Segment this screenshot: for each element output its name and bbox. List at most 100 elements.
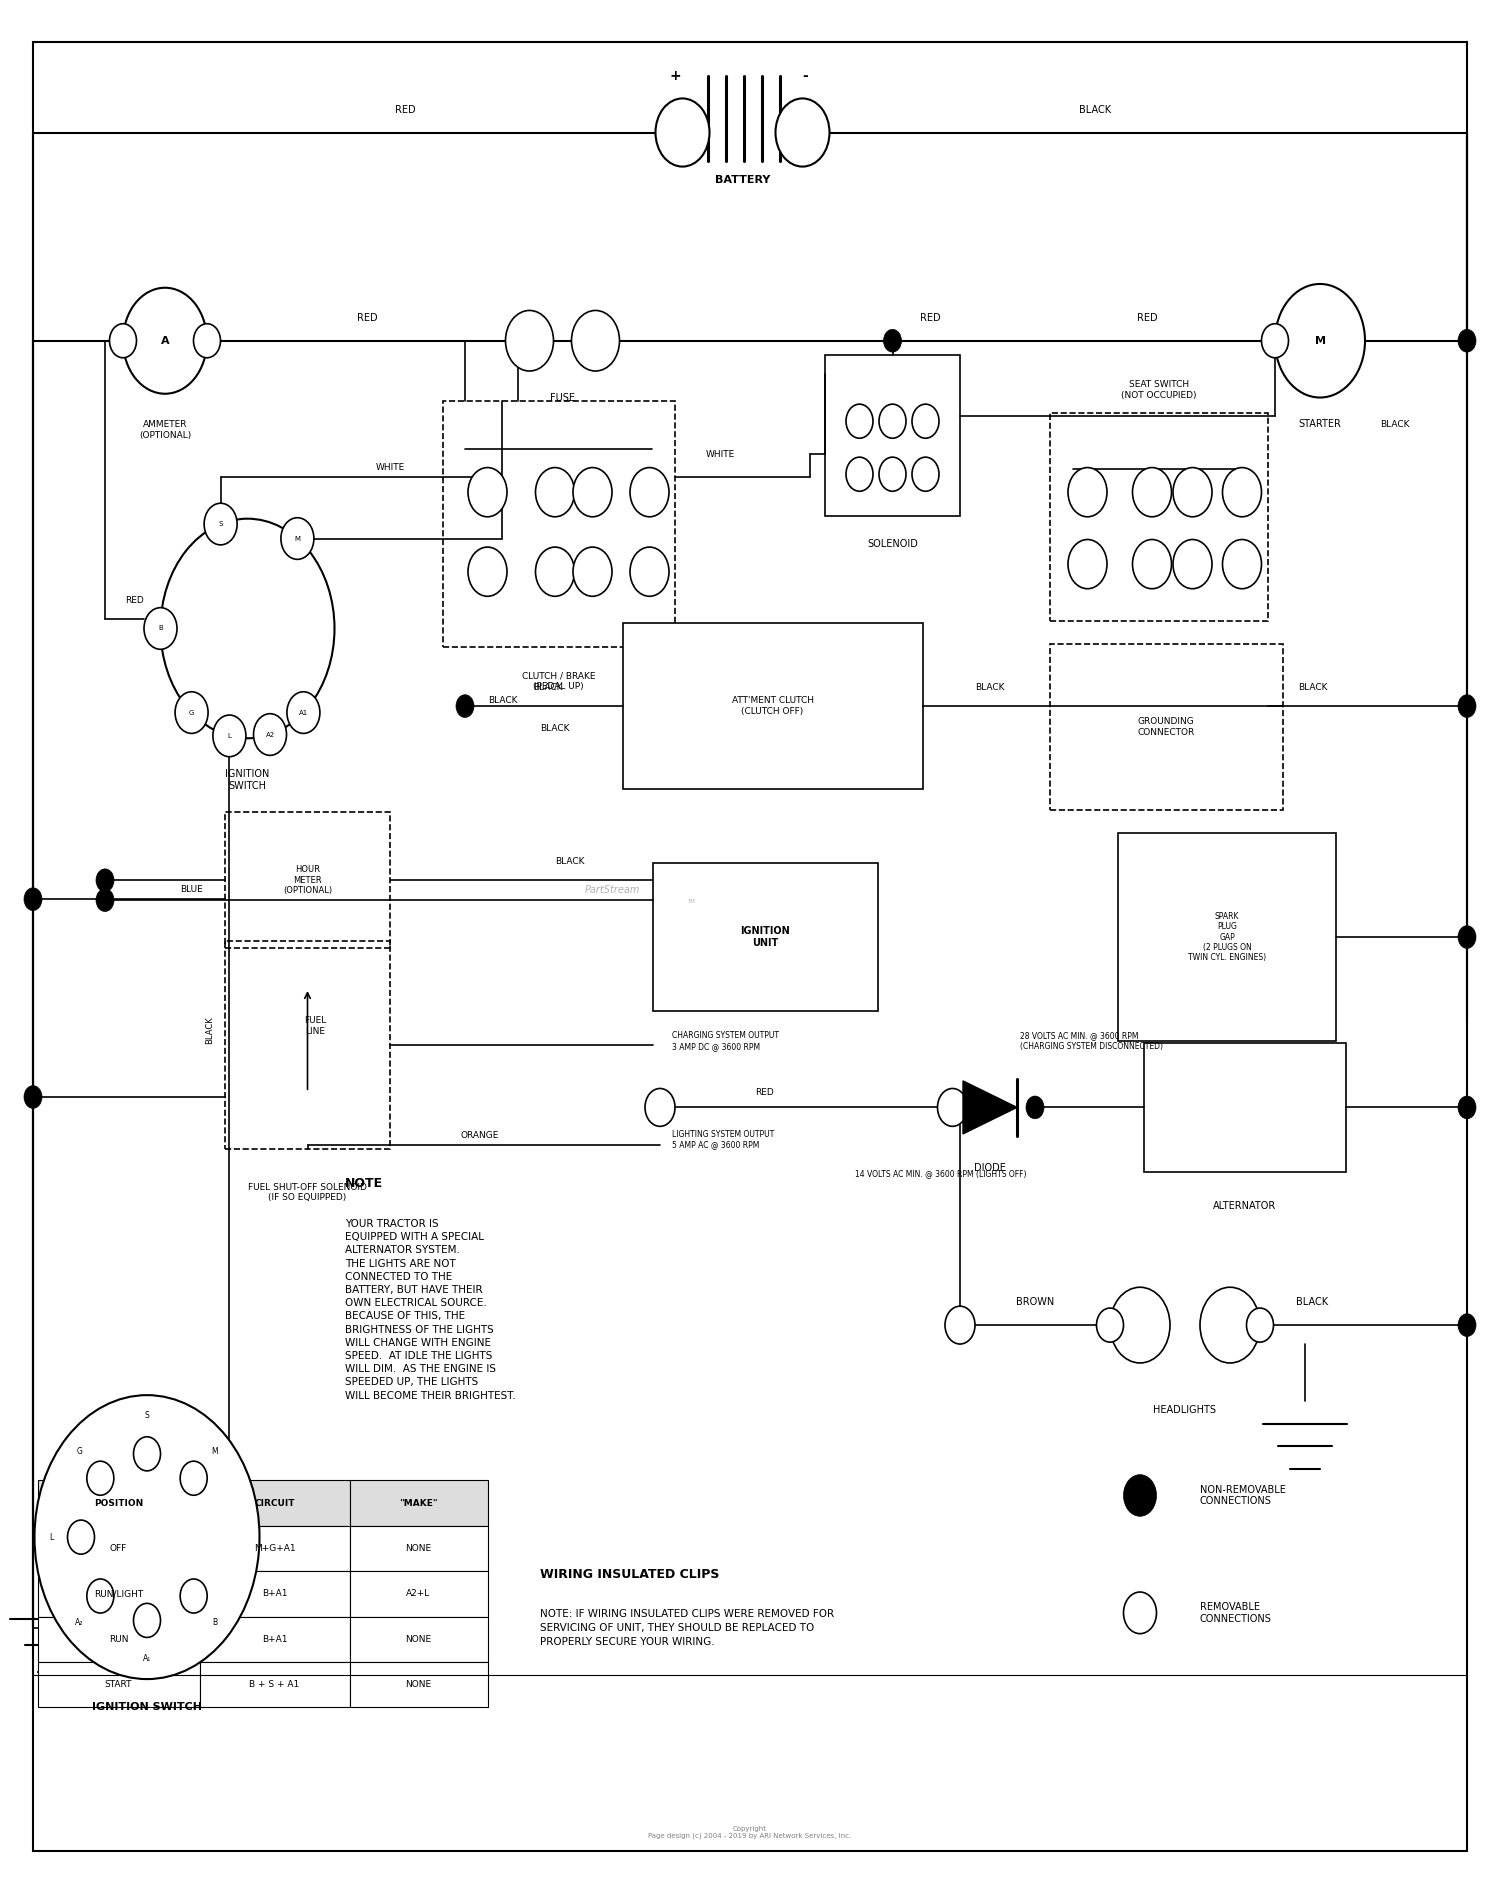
Text: RED: RED bbox=[126, 596, 144, 604]
Circle shape bbox=[846, 403, 873, 437]
Text: CIRCUIT: CIRCUIT bbox=[254, 1499, 294, 1507]
Circle shape bbox=[1222, 468, 1262, 517]
Circle shape bbox=[34, 1395, 260, 1679]
Circle shape bbox=[572, 310, 620, 371]
Text: BLACK: BLACK bbox=[1380, 420, 1410, 428]
Circle shape bbox=[468, 547, 507, 596]
Bar bbox=[442, 401, 675, 647]
Text: -: - bbox=[802, 68, 808, 83]
Text: BLACK: BLACK bbox=[555, 858, 585, 865]
Text: PartStream: PartStream bbox=[585, 884, 640, 895]
Text: RED: RED bbox=[357, 312, 378, 324]
Text: 28 VOLTS AC MIN. @ 3600 RPM
(CHARGING SYSTEM DISCONNECTED): 28 VOLTS AC MIN. @ 3600 RPM (CHARGING SY… bbox=[1020, 1032, 1162, 1051]
Text: LIGHTING SYSTEM OUTPUT
5 AMP AC @ 3600 RPM: LIGHTING SYSTEM OUTPUT 5 AMP AC @ 3600 R… bbox=[672, 1130, 774, 1149]
Text: Copyright
Page design (c) 2004 - 2019 by ARI Network Services, Inc.: Copyright Page design (c) 2004 - 2019 by… bbox=[648, 1825, 852, 1840]
Text: M: M bbox=[211, 1446, 217, 1456]
Text: SPARK
PLUG
GAP
(2 PLUGS ON
TWIN CYL. ENGINES): SPARK PLUG GAP (2 PLUGS ON TWIN CYL. ENG… bbox=[1188, 912, 1266, 962]
Circle shape bbox=[1132, 468, 1172, 517]
Text: STARTER: STARTER bbox=[1299, 418, 1341, 430]
Bar bbox=[200, 1526, 350, 1571]
Text: CHARGING SYSTEM OUTPUT
3 AMP DC @ 3600 RPM: CHARGING SYSTEM OUTPUT 3 AMP DC @ 3600 R… bbox=[672, 1032, 778, 1051]
Bar bbox=[652, 863, 878, 1011]
Circle shape bbox=[1458, 1096, 1476, 1119]
Bar bbox=[350, 1617, 488, 1662]
Circle shape bbox=[884, 329, 902, 352]
Circle shape bbox=[536, 547, 574, 596]
Text: BLUE: BLUE bbox=[180, 886, 203, 893]
Text: BATTERY: BATTERY bbox=[716, 174, 770, 186]
Bar bbox=[350, 1662, 488, 1707]
Circle shape bbox=[1173, 540, 1212, 589]
Circle shape bbox=[160, 519, 334, 738]
Text: S: S bbox=[219, 521, 224, 526]
Circle shape bbox=[1096, 1308, 1124, 1342]
Bar bbox=[38, 1662, 200, 1707]
Circle shape bbox=[536, 468, 574, 517]
Circle shape bbox=[110, 324, 136, 358]
Text: A2+L: A2+L bbox=[406, 1590, 430, 1598]
Text: BLACK: BLACK bbox=[488, 697, 518, 704]
Text: IGNITION
SWITCH: IGNITION SWITCH bbox=[225, 769, 270, 791]
Bar bbox=[622, 623, 922, 789]
Text: POSITION: POSITION bbox=[94, 1499, 142, 1507]
Circle shape bbox=[938, 1088, 968, 1126]
Circle shape bbox=[1173, 468, 1212, 517]
Text: NONE: NONE bbox=[405, 1636, 432, 1643]
Text: A₂: A₂ bbox=[75, 1619, 84, 1628]
Bar bbox=[350, 1571, 488, 1617]
Circle shape bbox=[879, 403, 906, 437]
Text: BLACK: BLACK bbox=[206, 1017, 214, 1045]
Circle shape bbox=[456, 695, 474, 717]
Circle shape bbox=[1132, 540, 1172, 589]
Text: M: M bbox=[294, 536, 300, 541]
Circle shape bbox=[180, 1461, 207, 1495]
Bar bbox=[225, 812, 390, 948]
Text: WHITE: WHITE bbox=[375, 464, 405, 471]
Text: START: START bbox=[105, 1681, 132, 1689]
Text: L: L bbox=[228, 733, 231, 738]
Text: GROUNDING
CONNECTOR: GROUNDING CONNECTOR bbox=[1137, 717, 1196, 736]
Text: IGNITION SWITCH: IGNITION SWITCH bbox=[92, 1702, 202, 1713]
Text: AMMETER
(OPTIONAL): AMMETER (OPTIONAL) bbox=[140, 420, 190, 439]
Bar bbox=[200, 1662, 350, 1707]
Text: BLACK: BLACK bbox=[1078, 104, 1112, 115]
Bar bbox=[225, 941, 390, 1149]
Text: BLACK: BLACK bbox=[1296, 1297, 1329, 1308]
Text: BLACK: BLACK bbox=[540, 725, 570, 733]
Text: G: G bbox=[189, 710, 195, 716]
Text: OFF: OFF bbox=[110, 1545, 128, 1552]
Bar bbox=[200, 1480, 350, 1526]
Text: G: G bbox=[76, 1446, 82, 1456]
Circle shape bbox=[645, 1088, 675, 1126]
Bar bbox=[38, 1571, 200, 1617]
Circle shape bbox=[96, 890, 114, 912]
Text: M+G+A1: M+G+A1 bbox=[254, 1545, 296, 1552]
Text: HEADLIGHTS: HEADLIGHTS bbox=[1154, 1405, 1216, 1416]
Circle shape bbox=[286, 691, 320, 733]
Circle shape bbox=[1026, 1096, 1044, 1119]
Text: ORANGE: ORANGE bbox=[460, 1132, 500, 1140]
Text: NONE: NONE bbox=[405, 1681, 432, 1689]
Text: SEAT SWITCH
(NOT OCCUPIED): SEAT SWITCH (NOT OCCUPIED) bbox=[1120, 380, 1197, 399]
Text: BLACK: BLACK bbox=[532, 683, 562, 691]
Circle shape bbox=[1458, 1314, 1476, 1336]
Text: BROWN: BROWN bbox=[1016, 1297, 1054, 1308]
Bar bbox=[1143, 1043, 1347, 1172]
Circle shape bbox=[68, 1520, 94, 1554]
Circle shape bbox=[573, 468, 612, 517]
Circle shape bbox=[144, 608, 177, 649]
Text: NOTE: IF WIRING INSULATED CLIPS WERE REMOVED FOR
SERVICING OF UNIT, THEY SHOULD : NOTE: IF WIRING INSULATED CLIPS WERE REM… bbox=[540, 1609, 834, 1647]
Text: NOTE: NOTE bbox=[345, 1177, 382, 1191]
Circle shape bbox=[573, 547, 612, 596]
Circle shape bbox=[194, 324, 220, 358]
Text: A: A bbox=[160, 335, 170, 346]
Bar bbox=[38, 1617, 200, 1662]
Text: A₁: A₁ bbox=[142, 1654, 152, 1662]
Text: "MAKE": "MAKE" bbox=[399, 1499, 438, 1507]
Text: B: B bbox=[213, 1619, 217, 1628]
Circle shape bbox=[1068, 468, 1107, 517]
Bar bbox=[825, 356, 960, 515]
Text: NONE: NONE bbox=[405, 1545, 432, 1552]
Text: REMOVABLE
CONNECTIONS: REMOVABLE CONNECTIONS bbox=[1200, 1601, 1272, 1624]
Text: RED: RED bbox=[394, 104, 416, 115]
